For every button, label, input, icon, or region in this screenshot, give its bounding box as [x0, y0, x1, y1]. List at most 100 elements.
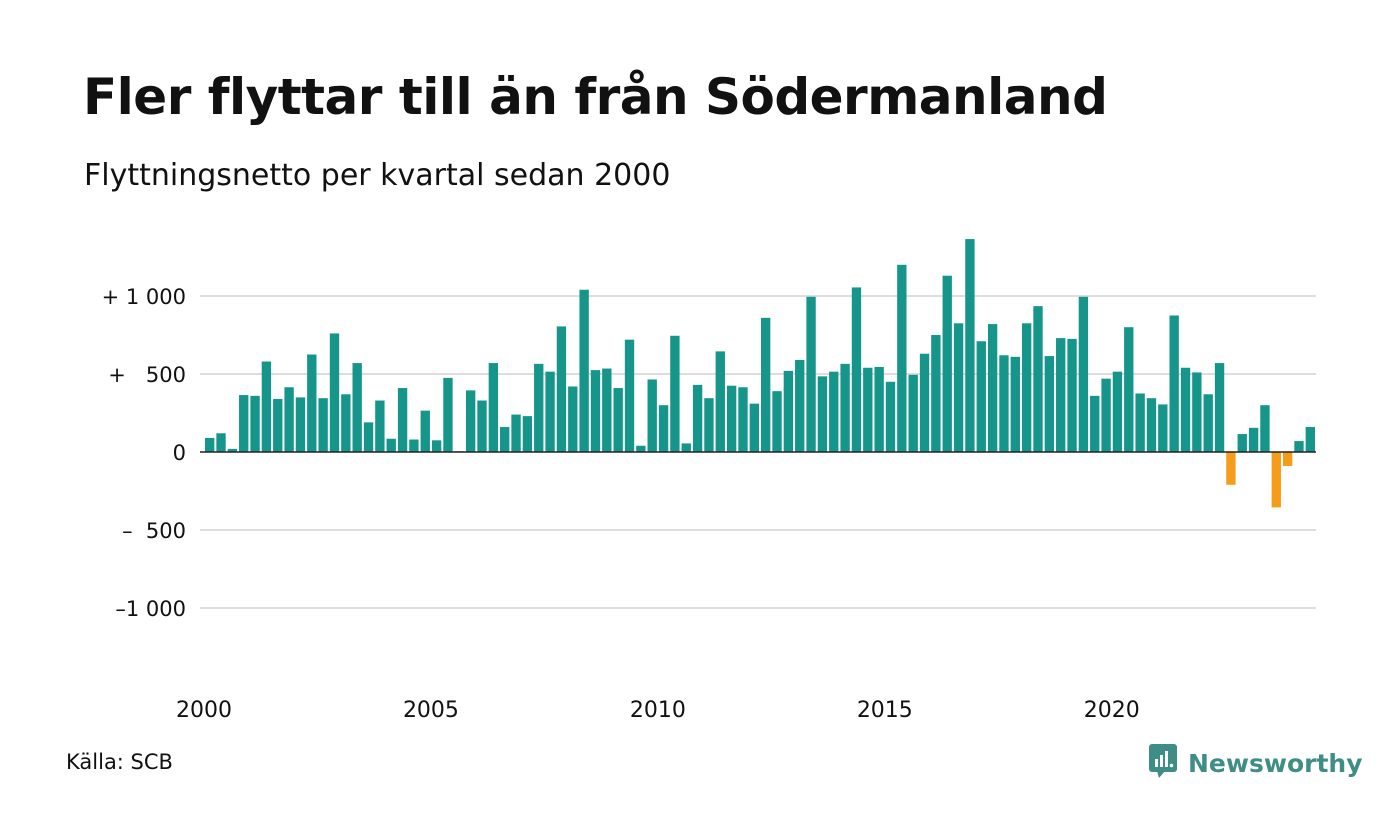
bar-2004-q3: [409, 439, 419, 452]
bar-2017-q4: [1010, 356, 1020, 452]
bar-2003-q1: [341, 394, 351, 452]
bar-2010-q2: [670, 335, 680, 452]
bar-2023-q4: [1282, 452, 1293, 467]
bar-2018-q2: [1033, 306, 1043, 452]
bar-2018-q1: [1021, 323, 1032, 452]
bar-2006-q4: [511, 414, 521, 452]
bar-2000-q4: [239, 395, 249, 452]
bar-2018-q4: [1056, 338, 1066, 452]
bar-2007-q4: [556, 326, 567, 452]
bar-2020-q2: [1124, 327, 1134, 452]
newsworthy-logo-icon: [1148, 743, 1178, 783]
bar-2004-q2: [397, 388, 408, 452]
bar-2005-q4: [465, 390, 476, 452]
bar-2008-q4: [602, 368, 612, 452]
bar-2020-q4: [1146, 398, 1157, 452]
bar-2001-q3: [273, 398, 283, 452]
bar-2019-q1: [1067, 338, 1077, 452]
bar-2023-q1: [1248, 427, 1259, 452]
bar-2017-q2: [987, 324, 998, 452]
bar-2018-q3: [1044, 356, 1055, 452]
bar-2021-q4: [1192, 372, 1202, 452]
bar-2002-q2: [307, 354, 317, 452]
bar-2012-q2: [761, 317, 771, 452]
bar-2017-q3: [999, 355, 1009, 452]
y-tick-label: + 500: [108, 363, 186, 387]
y-axis-ticks: + 1 000 + 500 0 – 500 –1 000: [102, 285, 186, 621]
bar-2007-q2: [534, 363, 544, 452]
bar-2002-q3: [318, 398, 328, 452]
bar-2003-q3: [363, 422, 374, 452]
bar-2014-q1: [840, 363, 850, 452]
bar-2005-q2: [443, 377, 453, 452]
bar-2006-q2: [488, 363, 499, 452]
bar-2021-q1: [1158, 404, 1168, 452]
bar-2011-q3: [726, 385, 737, 452]
bar-2010-q1: [658, 405, 669, 452]
bar-2012-q3: [772, 391, 782, 452]
bar-2002-q1: [295, 397, 306, 452]
x-axis-ticks: 2000 2005 2010 2015 2020: [176, 698, 1140, 723]
bar-2006-q3: [500, 427, 510, 452]
bar-2009-q4: [647, 379, 657, 452]
bar-2009-q1: [613, 388, 623, 452]
bar-2017-q1: [976, 341, 986, 452]
bar-2014-q2: [851, 287, 862, 452]
bar-2019-q4: [1101, 378, 1111, 452]
x-tick-label: 2020: [1084, 698, 1140, 723]
bar-2003-q4: [375, 400, 385, 452]
bar-2009-q3: [636, 445, 646, 452]
bar-2009-q2: [624, 339, 635, 452]
bar-2022-q4: [1237, 434, 1247, 452]
bar-2024-q2: [1305, 427, 1315, 452]
bar-2014-q3: [863, 367, 873, 452]
brand-name: Newsworthy: [1188, 748, 1363, 778]
bar-2006-q1: [477, 400, 487, 452]
bar-2000-q2: [216, 433, 226, 452]
bar-2016-q2: [942, 275, 952, 452]
bar-2004-q4: [420, 410, 430, 452]
chart-subtitle: Flyttningsnetto per kvartal sedan 2000: [84, 158, 671, 193]
bar-2020-q3: [1135, 393, 1145, 452]
bar-chart: + 1 000 + 500 0 – 500 –1 000 2000 2005 2010 201…: [102, 239, 1316, 723]
bar-2016-q4: [965, 239, 975, 452]
bar-2003-q2: [352, 363, 362, 452]
bar-2012-q4: [783, 370, 794, 452]
bar-2022-q3: [1226, 452, 1236, 485]
bar-2000-q3: [227, 448, 238, 452]
bar-2015-q2: [897, 264, 907, 452]
bar-2008-q2: [579, 289, 589, 452]
bar-2012-q1: [749, 403, 759, 452]
bar-2021-q2: [1169, 315, 1179, 452]
chart-title: Fler flyttar till än från Södermanland: [83, 68, 1108, 126]
y-tick-label: –1 000: [115, 597, 186, 621]
y-tick-label: 0: [173, 441, 186, 465]
bar-2011-q4: [738, 387, 748, 452]
bar-2010-q3: [681, 443, 691, 452]
y-tick-label: + 1 000: [102, 285, 186, 309]
source-note: Källa: SCB: [66, 750, 173, 774]
bar-2024-q1: [1294, 441, 1304, 452]
bar-2013-q2: [806, 296, 816, 452]
bar-2016-q1: [931, 335, 941, 452]
x-tick-label: 2000: [176, 698, 232, 723]
bar-2008-q1: [568, 386, 578, 452]
newsworthy-logo: Newsworthy: [1148, 743, 1363, 783]
bar-2022-q1: [1203, 394, 1213, 452]
bar-2016-q3: [953, 323, 964, 452]
bar-2021-q3: [1180, 367, 1191, 452]
bar-2001-q2: [261, 361, 272, 452]
bar-2000-q1: [205, 437, 215, 452]
bar-2001-q4: [284, 387, 294, 452]
bar-2008-q3: [590, 370, 601, 452]
bar-2011-q2: [715, 351, 725, 452]
bar-2022-q2: [1214, 363, 1225, 452]
bar-2005-q1: [431, 440, 442, 452]
bar-2002-q4: [329, 333, 340, 452]
bar-2013-q1: [795, 359, 805, 452]
bar-2007-q3: [545, 371, 555, 452]
bar-2004-q1: [386, 438, 396, 452]
bar-2019-q3: [1090, 395, 1100, 452]
x-tick-label: 2015: [857, 698, 913, 723]
bars: [205, 239, 1315, 508]
